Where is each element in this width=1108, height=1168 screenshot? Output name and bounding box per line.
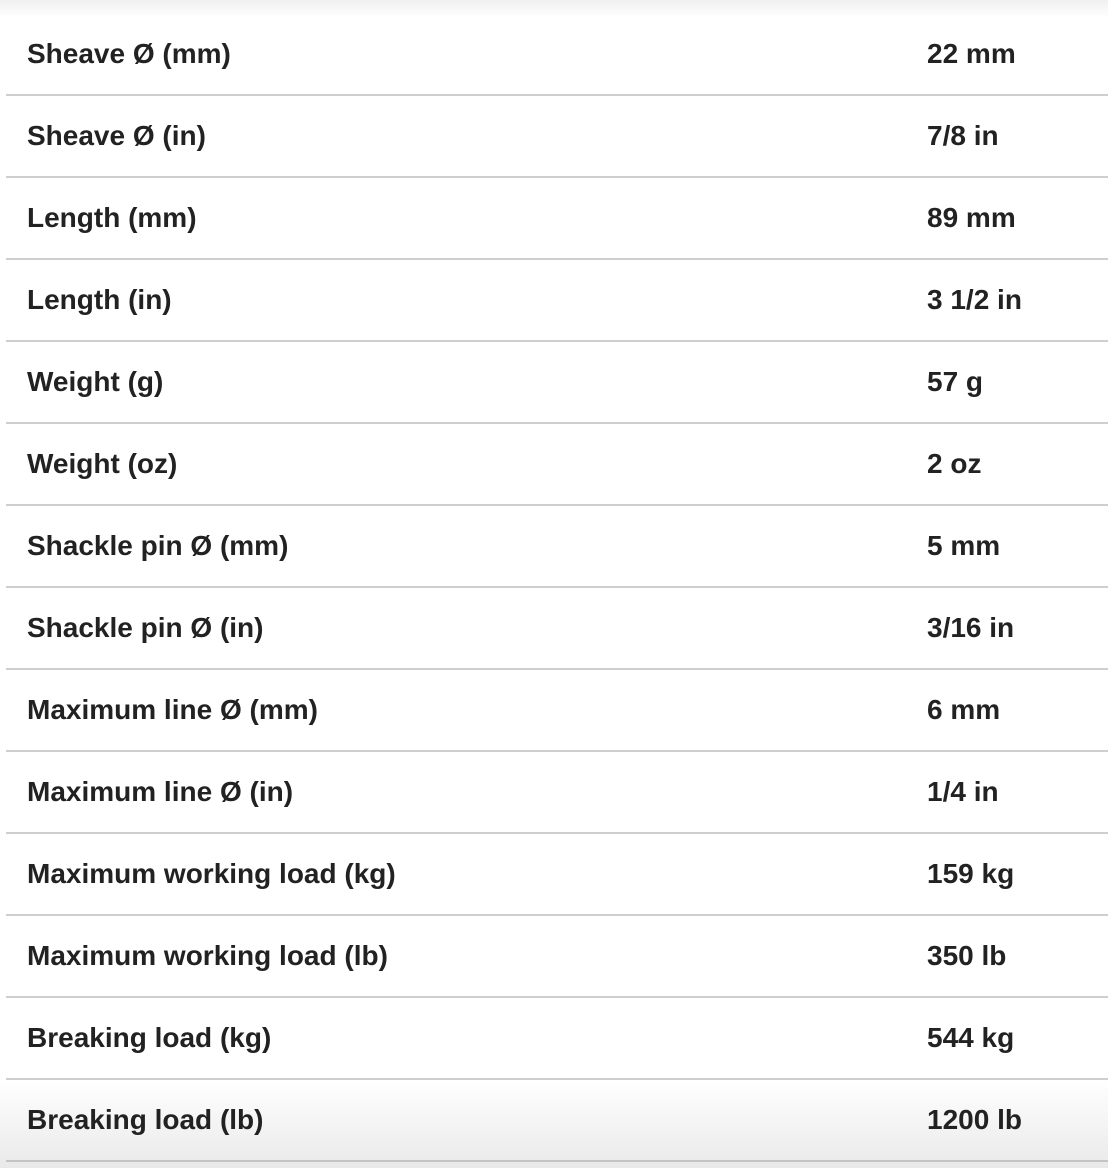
spec-label: Shackle pin Ø (in) [6,587,927,670]
spec-row: Maximum line Ø (in) 1/4 in [6,751,1108,834]
spec-value: 5 mm [927,505,1108,588]
spec-label: Maximum line Ø (mm) [6,669,927,752]
spec-row: Length (mm) 89 mm [6,177,1108,260]
spec-row: Length (in) 3 1/2 in [6,259,1108,342]
spec-value: 6 mm [927,669,1108,752]
spec-label: Shackle pin Ø (mm) [6,505,927,588]
spec-row: Breaking load (lb) 1200 lb [6,1079,1108,1162]
spec-label: Breaking load (kg) [6,997,927,1080]
spec-row: Maximum working load (lb) 350 lb [6,915,1108,998]
spec-label: Maximum line Ø (in) [6,751,927,834]
spec-value: 3/16 in [927,587,1108,670]
spec-label: Length (mm) [6,177,927,260]
spec-value: 159 kg [927,833,1108,916]
spec-row: Breaking load (kg) 544 kg [6,997,1108,1080]
spec-value: 2 oz [927,423,1108,506]
spec-value: 7/8 in [927,95,1108,178]
spec-value: 22 mm [927,13,1108,96]
specifications-table: Sheave Ø (mm) 22 mm Sheave Ø (in) 7/8 in Len… [6,13,1108,1162]
spec-value: 3 1/2 in [927,259,1108,342]
spec-row: Sheave Ø (mm) 22 mm [6,13,1108,96]
spec-row: Weight (g) 57 g [6,341,1108,424]
spec-label: Breaking load (lb) [6,1079,927,1162]
spec-row: Shackle pin Ø (mm) 5 mm [6,505,1108,588]
spec-label: Sheave Ø (mm) [6,13,927,96]
spec-label: Weight (oz) [6,423,927,506]
spec-value: 89 mm [927,177,1108,260]
spec-row: Maximum line Ø (mm) 6 mm [6,669,1108,752]
spec-label: Sheave Ø (in) [6,95,927,178]
spec-label: Maximum working load (kg) [6,833,927,916]
spec-row: Maximum working load (kg) 159 kg [6,833,1108,916]
spec-value: 1/4 in [927,751,1108,834]
spec-value: 350 lb [927,915,1108,998]
spec-row: Sheave Ø (in) 7/8 in [6,95,1108,178]
spec-label: Weight (g) [6,341,927,424]
spec-value: 57 g [927,341,1108,424]
spec-row: Weight (oz) 2 oz [6,423,1108,506]
spec-value: 1200 lb [927,1079,1108,1162]
spec-row: Shackle pin Ø (in) 3/16 in [6,587,1108,670]
spec-label: Maximum working load (lb) [6,915,927,998]
spec-value: 544 kg [927,997,1108,1080]
spec-label: Length (in) [6,259,927,342]
